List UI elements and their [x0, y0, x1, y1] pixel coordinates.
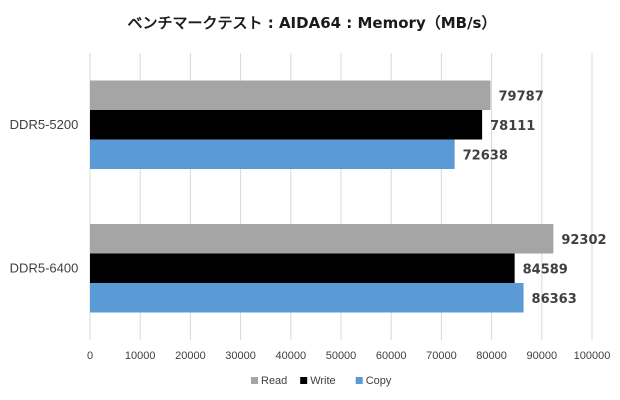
legend-swatch	[300, 377, 308, 384]
x-tick-label: 20000	[175, 350, 206, 362]
data-label: 92302	[561, 233, 606, 248]
data-label: 78111	[490, 119, 535, 134]
bar-copy	[90, 283, 524, 313]
x-tick-label: 60000	[376, 350, 407, 362]
x-tick-label: 80000	[476, 350, 507, 362]
x-tick-label: 100000	[574, 350, 611, 362]
legend-swatch	[355, 377, 363, 384]
data-label: 79787	[499, 89, 544, 104]
data-label: 84589	[523, 262, 568, 277]
bar-read	[90, 224, 554, 254]
legend: Read Write Copy	[251, 375, 392, 387]
x-tick-label: 90000	[527, 350, 558, 362]
axis-layer: 0 10000 20000 30000 40000 50000 60000 70000 8000…	[10, 117, 611, 362]
x-tick-label: 50000	[326, 350, 357, 362]
chart-title: ベンチマークテスト : AIDA64 : Memory（MB/s）	[128, 14, 497, 32]
bar-layer	[90, 80, 554, 313]
legend-label: Read	[261, 375, 287, 387]
category-label: DDR5-6400	[10, 260, 79, 275]
x-tick-label: 40000	[276, 350, 307, 362]
x-tick-label: 10000	[125, 350, 156, 362]
bar-read	[90, 80, 491, 110]
label-layer: 79787 78111 72638 92302 84589 86363	[463, 89, 607, 307]
x-tick-label: 0	[87, 350, 93, 362]
x-tick-label: 30000	[225, 350, 256, 362]
bar-write	[90, 253, 515, 283]
data-label: 72638	[463, 148, 508, 163]
bar-copy	[90, 139, 455, 169]
legend-label: Copy	[366, 375, 392, 387]
data-label: 86363	[532, 292, 577, 307]
bar-write	[90, 110, 483, 140]
category-label: DDR5-5200	[10, 117, 79, 132]
legend-swatch	[251, 377, 258, 384]
legend-label: Write	[310, 375, 335, 387]
x-tick-label: 70000	[426, 350, 457, 362]
